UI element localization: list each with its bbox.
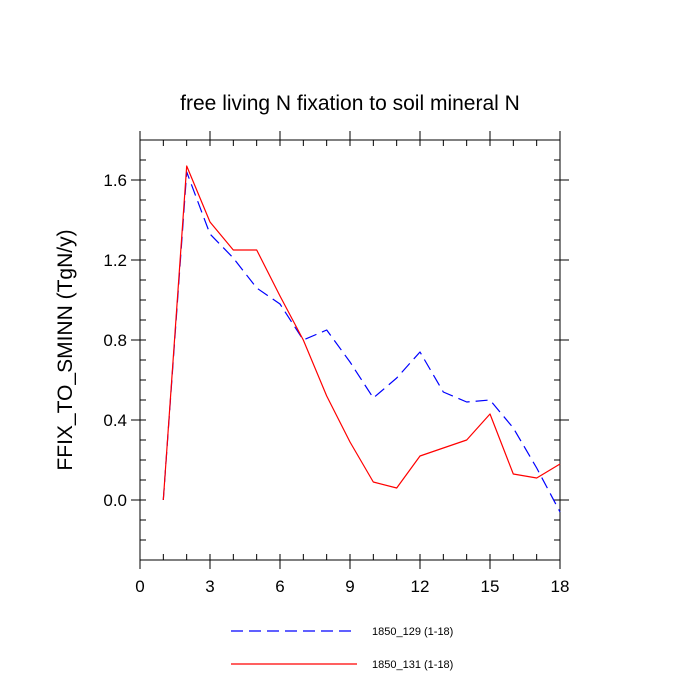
- x-tick-label: 15: [481, 577, 500, 596]
- major-ticks: [131, 131, 569, 569]
- series-lines: [162, 165, 561, 513]
- legend-label-2: 1850_131 (1-18): [372, 659, 453, 671]
- chart-title: free living N fixation to soil mineral N: [180, 92, 520, 115]
- minor-ticks: [139, 139, 561, 561]
- x-tick-label: 6: [275, 577, 284, 596]
- x-tick-label: 0: [135, 577, 144, 596]
- y-tick-labels: 0.0 0.4 0.8 1.2 1.6: [103, 171, 127, 510]
- x-tick-labels: 0 3 6 9 12 15 18: [135, 577, 569, 596]
- plot-area: [139, 139, 561, 561]
- x-tick-label: 9: [345, 577, 354, 596]
- y-axis-label: FFIX_TO_SMINN (TgN/y): [54, 229, 77, 470]
- plot-frame: [139, 139, 561, 561]
- legend: 1850_129 (1-18) 1850_131 (1-18): [231, 626, 453, 671]
- x-tick-label: 18: [551, 577, 570, 596]
- y-tick-label: 1.6: [103, 171, 127, 190]
- series-line-2: [162, 165, 561, 501]
- x-tick-label: 3: [205, 577, 214, 596]
- y-tick-label: 1.2: [103, 251, 127, 270]
- y-tick-label: 0.8: [103, 331, 127, 350]
- y-tick-label: 0.4: [103, 411, 127, 430]
- x-tick-label: 12: [411, 577, 430, 596]
- series-line-1: [162, 171, 561, 513]
- legend-label-1: 1850_129 (1-18): [372, 626, 453, 638]
- y-tick-label: 0.0: [103, 491, 127, 510]
